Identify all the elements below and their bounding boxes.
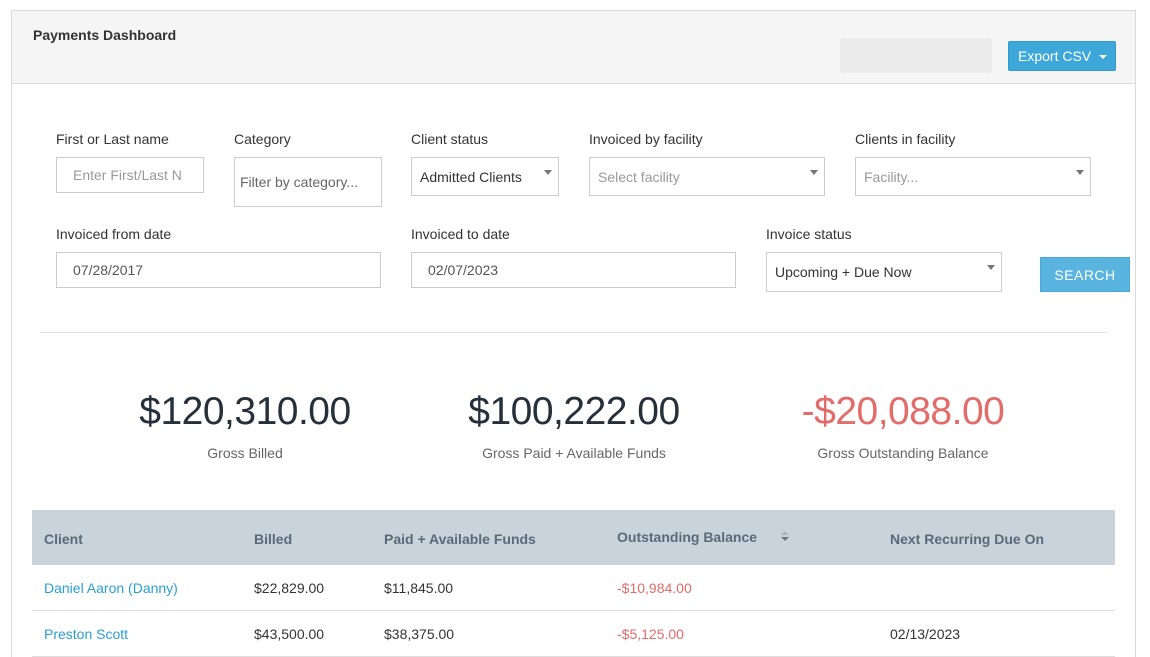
clients-in-facility-select[interactable]: Facility... bbox=[855, 157, 1091, 196]
client-status-label: Client status bbox=[411, 131, 489, 147]
gross-paid-amount: $100,222.00 bbox=[468, 390, 680, 433]
chevron-down-icon bbox=[987, 265, 995, 270]
invoice-status-select[interactable]: Upcoming + Due Now bbox=[766, 252, 1002, 292]
export-csv-button[interactable]: Export CSV bbox=[1008, 41, 1116, 71]
column-header-billed[interactable]: Billed bbox=[254, 531, 293, 547]
category-placeholder: Filter by category... bbox=[240, 174, 359, 190]
name-search-input[interactable]: Enter First/Last N bbox=[56, 157, 204, 193]
paid-cell: $38,375.00 bbox=[384, 626, 455, 642]
to-date-input[interactable]: 02/07/2023 bbox=[411, 252, 736, 288]
invoiced-by-facility-select[interactable]: Select facility bbox=[589, 157, 825, 196]
category-input[interactable]: Filter by category... bbox=[234, 157, 382, 207]
category-filter-label: Category bbox=[234, 131, 291, 147]
chevron-down-icon bbox=[810, 170, 818, 175]
client-name-link[interactable]: Preston Scott bbox=[44, 626, 129, 642]
caret-down-icon bbox=[1099, 54, 1108, 59]
gross-outstanding-amount: -$20,088.00 bbox=[801, 390, 1005, 433]
sort-down-icon bbox=[781, 537, 789, 541]
clients-in-facility-placeholder: Facility... bbox=[864, 168, 919, 185]
paid-cell: $11,845.00 bbox=[384, 580, 454, 596]
outstanding-cell: -$10,984.00 bbox=[617, 580, 692, 596]
chevron-down-icon bbox=[1076, 170, 1084, 175]
to-date-value: 02/07/2023 bbox=[428, 262, 499, 278]
gross-billed-stat: $120,310.00 Gross Billed bbox=[80, 389, 410, 461]
export-csv-label: Export CSV bbox=[1018, 48, 1092, 64]
panel-header: Payments Dashboard Export CSV bbox=[12, 11, 1135, 84]
outstanding-cell: -$5,125.00 bbox=[617, 626, 684, 642]
sort-up-icon bbox=[781, 531, 789, 535]
column-header-client[interactable]: Client bbox=[44, 531, 83, 547]
invoice-status-label: Invoice status bbox=[766, 226, 852, 242]
column-header-outstanding[interactable]: Outstanding Balance bbox=[617, 529, 758, 545]
invoiced-by-facility-placeholder: Select facility bbox=[598, 168, 680, 185]
gross-outstanding-label: Gross Outstanding Balance bbox=[817, 445, 989, 461]
name-filter-label: First or Last name bbox=[56, 131, 169, 147]
gross-paid-stat: $100,222.00 Gross Paid + Available Funds bbox=[409, 389, 739, 461]
column-header-next-due[interactable]: Next Recurring Due On bbox=[890, 531, 1045, 547]
client-status-select[interactable]: Admitted Clients bbox=[411, 157, 559, 196]
page-title: Payments Dashboard bbox=[33, 27, 177, 43]
search-button[interactable]: SEARCH bbox=[1040, 257, 1130, 292]
table-row: Preston Scott $43,500.00 $38,375.00 -$5,… bbox=[32, 611, 1115, 657]
gross-billed-label: Gross Billed bbox=[207, 445, 283, 461]
column-header-paid[interactable]: Paid + Available Funds bbox=[384, 531, 536, 547]
to-date-label: Invoiced to date bbox=[411, 226, 510, 242]
invoice-status-value: Upcoming + Due Now bbox=[775, 264, 912, 280]
clients-in-facility-label: Clients in facility bbox=[855, 131, 956, 147]
table-header bbox=[32, 510, 1115, 565]
billed-cell: $22,829.00 bbox=[254, 580, 325, 596]
from-date-value: 07/28/2017 bbox=[73, 262, 144, 278]
client-status-value: Admitted Clients bbox=[420, 168, 522, 185]
from-date-input[interactable]: 07/28/2017 bbox=[56, 252, 381, 288]
gross-paid-label: Gross Paid + Available Funds bbox=[482, 445, 666, 461]
gross-outstanding-stat: -$20,088.00 Gross Outstanding Balance bbox=[738, 389, 1068, 461]
section-divider bbox=[40, 332, 1107, 333]
sort-icon[interactable] bbox=[780, 531, 790, 543]
name-search-placeholder: Enter First/Last N bbox=[73, 167, 182, 183]
table-row: Daniel Aaron (Danny) $22,829.00 $11,845.… bbox=[32, 565, 1115, 611]
client-name-link[interactable]: Daniel Aaron (Danny) bbox=[44, 580, 178, 596]
from-date-label: Invoiced from date bbox=[56, 226, 172, 242]
gross-billed-amount: $120,310.00 bbox=[139, 390, 351, 433]
invoiced-by-facility-label: Invoiced by facility bbox=[589, 131, 703, 147]
next-due-cell: 02/13/2023 bbox=[890, 626, 961, 642]
chevron-down-icon bbox=[544, 170, 552, 175]
header-placeholder-block bbox=[840, 38, 992, 73]
billed-cell: $43,500.00 bbox=[254, 626, 325, 642]
